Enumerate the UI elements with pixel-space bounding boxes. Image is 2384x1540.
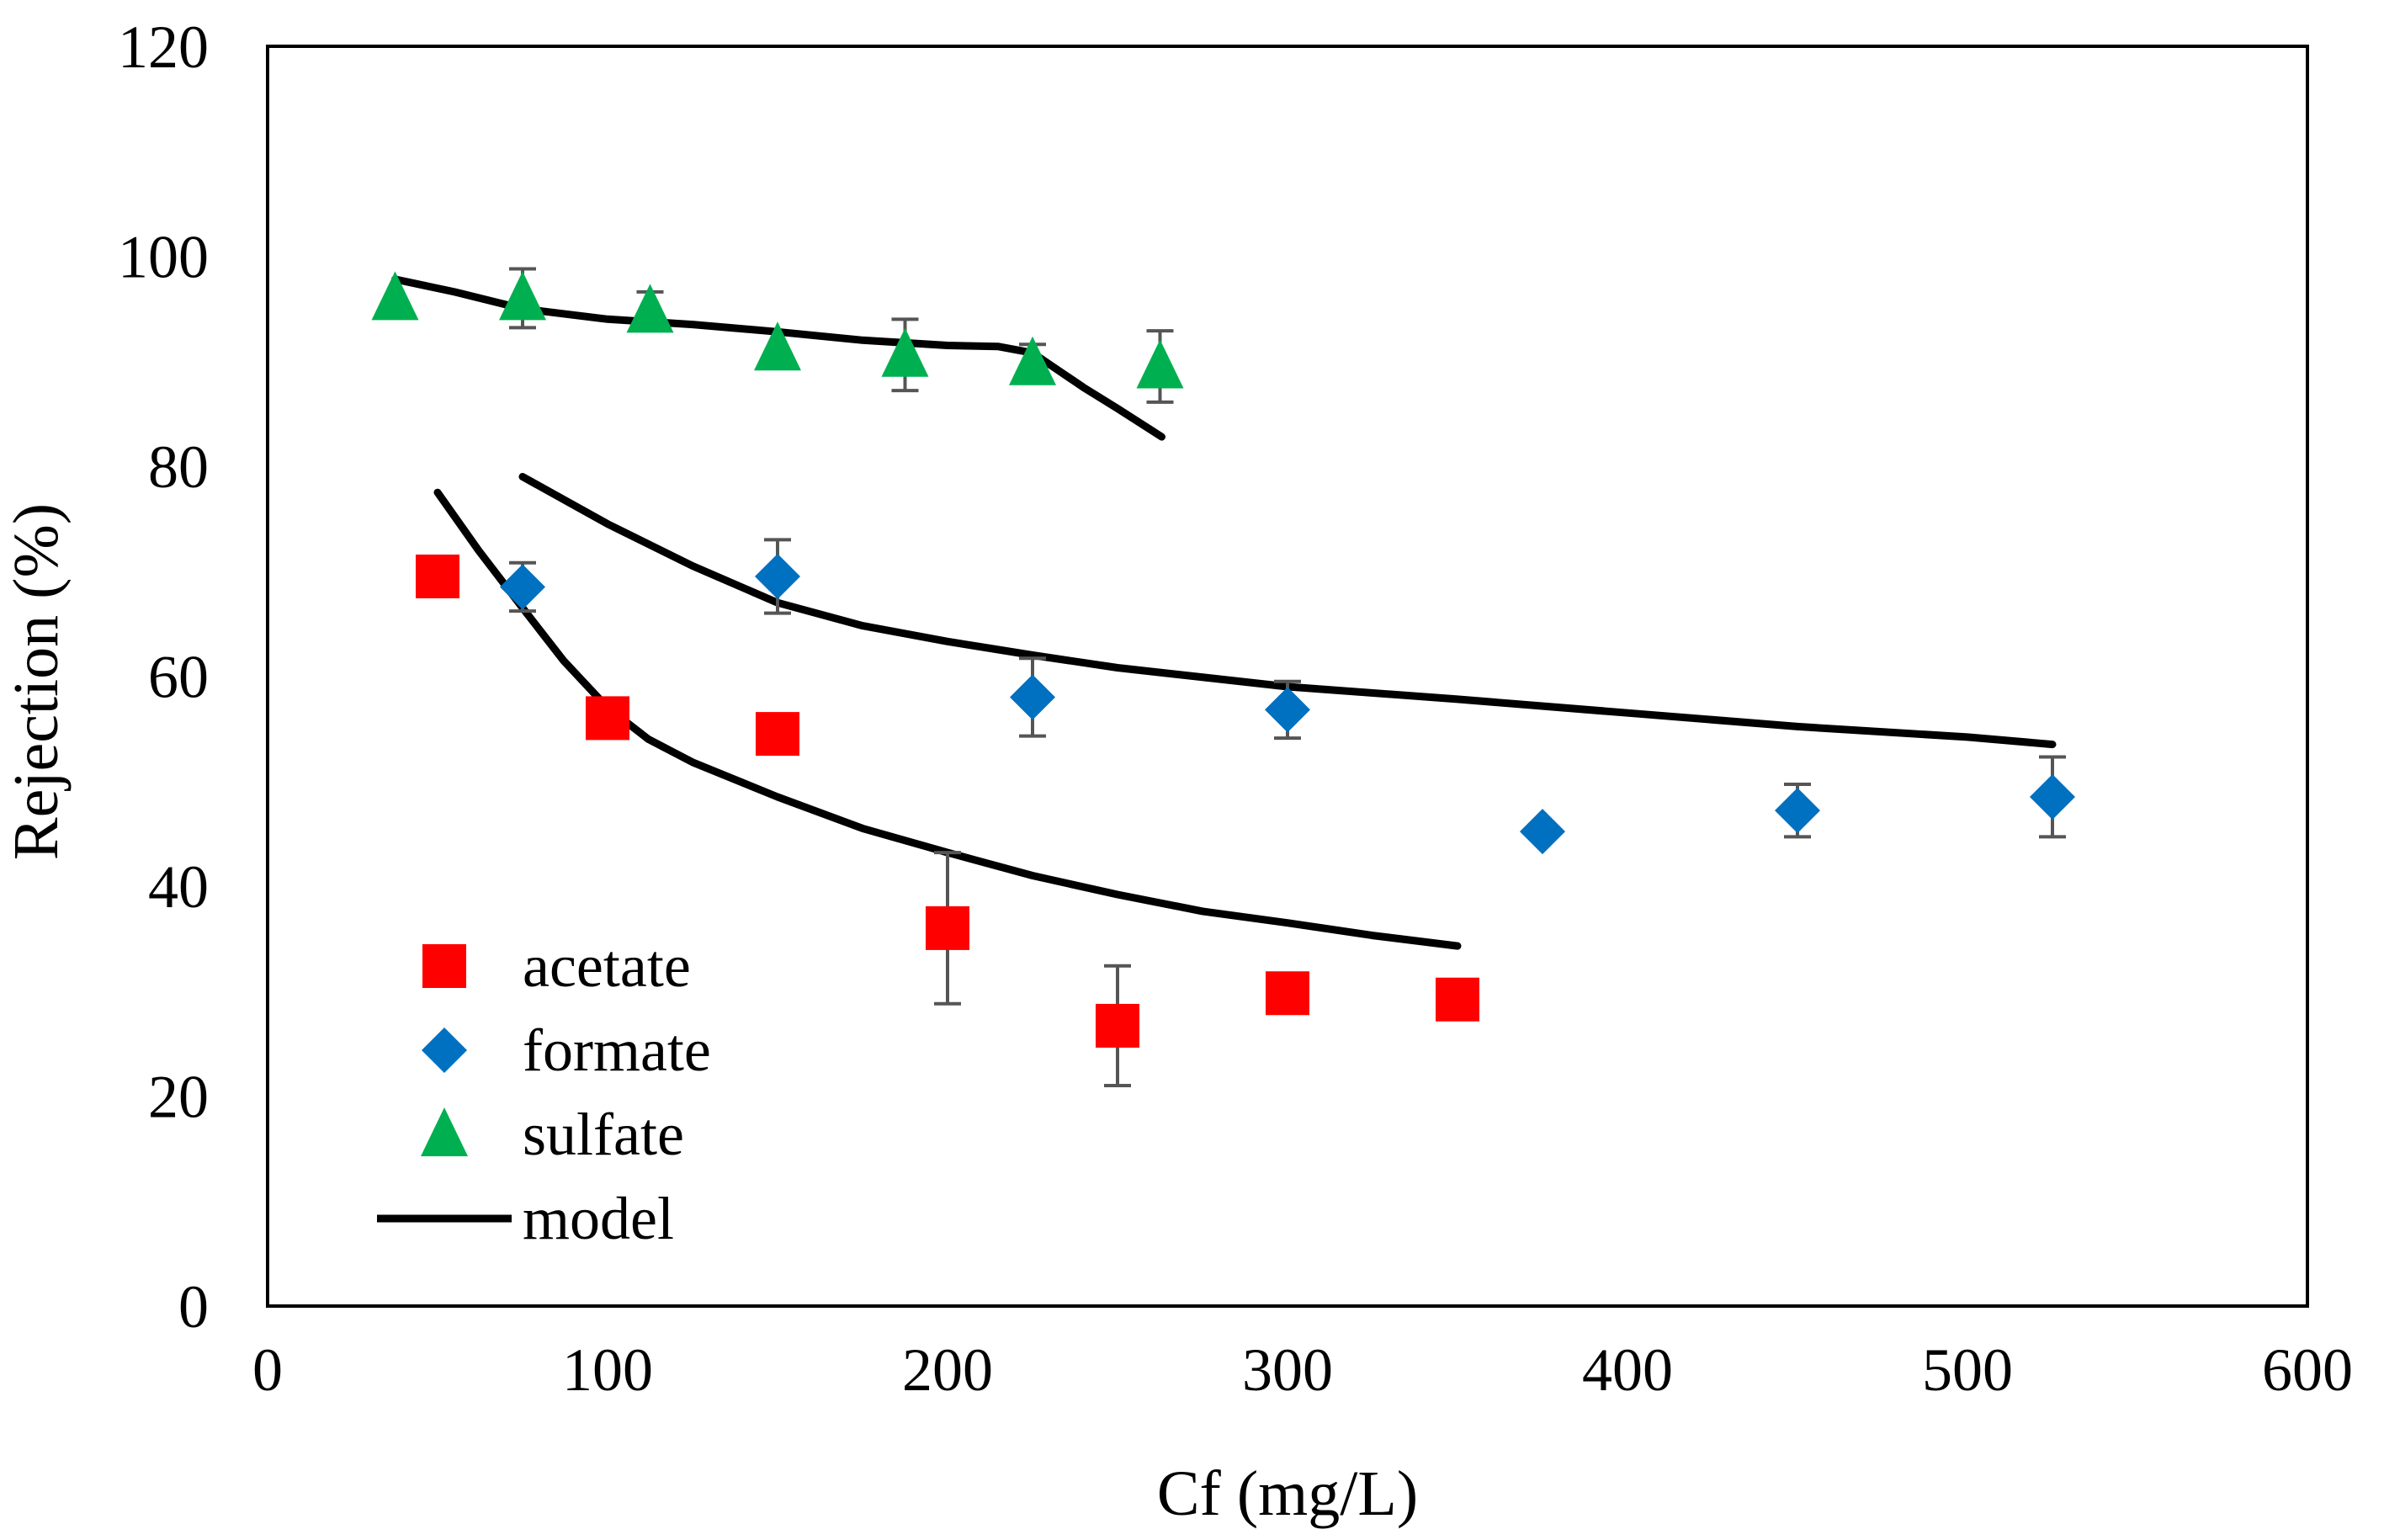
x-tick-label: 100 [562,1336,653,1404]
sulfate-point [1009,336,1056,385]
legend-square-swatch [422,944,466,988]
acetate-point [416,554,459,598]
legend-item-model: model [377,1185,674,1252]
sulfate-point [371,271,419,321]
legend-triangle-swatch [421,1107,468,1156]
y-axis-title: Rejection (%) [1,503,72,860]
plot-area-frame [266,45,2309,1308]
sulfate-point [881,327,929,377]
legend-label: model [523,1185,674,1252]
y-tick-label: 0 [178,1273,209,1341]
legend-label: sulfate [523,1101,684,1168]
model-curve-formate [518,473,2057,749]
acetate-point [926,905,969,950]
x-tick-label: 400 [1582,1336,1673,1404]
legend-item-acetate: acetate [422,932,691,1000]
sulfate-point [626,284,674,333]
y-tick-label: 60 [148,644,209,711]
acetate-point [1266,971,1309,1016]
y-tick-label: 40 [148,853,209,921]
acetate-point [756,712,799,757]
x-tick-label: 0 [252,1336,283,1404]
y-axis-ticks: 0 20 40 60 80 100 120 [118,13,209,1341]
x-tick-label: 500 [1922,1336,2013,1404]
legend-label: acetate [523,932,691,1000]
formate-point [500,564,545,610]
legend-label: formate [523,1017,711,1084]
formate-point [1520,809,1565,855]
legend-item-sulfate: sulfate [421,1101,684,1168]
sulfate-point [1136,339,1184,389]
x-axis-title: Cf (mg/L) [1157,1458,1418,1529]
y-tick-label: 100 [118,224,209,291]
y-tick-label: 20 [148,1064,209,1131]
x-axis-ticks: 0 100 200 300 400 500 600 [252,1336,2353,1404]
y-tick-label: 120 [118,13,209,81]
formate-point [1010,674,1055,720]
acetate-point [1096,1003,1139,1048]
y-tick-label: 80 [148,433,209,501]
x-tick-label: 600 [2262,1336,2353,1404]
x-tick-label: 200 [902,1336,993,1404]
legend-item-formate: formate [422,1017,711,1084]
legend-diamond-swatch [422,1028,467,1073]
data-markers [371,271,2075,1048]
acetate-point [586,696,629,741]
formate-point [1265,687,1310,733]
acetate-point [1436,977,1479,1022]
sulfate-point [499,271,546,321]
formate-point [755,553,800,599]
formate-point [2030,773,2075,820]
formate-point [1775,788,1820,834]
model-curve-acetate [433,488,1462,950]
sulfate-point [754,321,801,371]
x-tick-label: 300 [1242,1336,1333,1404]
legend: acetate formate sulfate model [377,932,711,1252]
